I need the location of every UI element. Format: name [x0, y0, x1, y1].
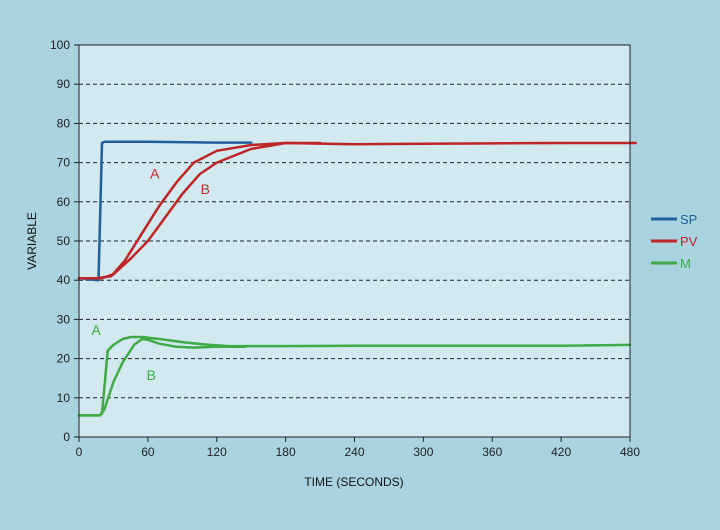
x-tick-label-60: 60	[141, 445, 155, 459]
x-tick-label-240: 240	[344, 445, 364, 459]
series-pv-b-line	[77, 141, 322, 280]
y-tick-label-0: 0	[63, 430, 70, 444]
tick-labels: 0 10 20 30 40 50 60 70 80 90 100 0 60 120 180 240 300 360…	[50, 38, 640, 459]
y-tick-label-100: 100	[50, 38, 70, 52]
legend-label-sp: SP	[680, 212, 697, 227]
y-tick-label-60: 60	[57, 195, 71, 209]
y-tick-label-50: 50	[57, 234, 71, 248]
x-tick-label-420: 420	[551, 445, 571, 459]
y-tick-label-10: 10	[57, 391, 71, 405]
series-pv-a-line	[77, 141, 637, 280]
series-m-b-line	[77, 337, 247, 417]
legend: SP PV M	[651, 212, 698, 271]
series-sp-line	[83, 140, 253, 282]
x-tick-label-0: 0	[76, 445, 83, 459]
x-tick-label-120: 120	[207, 445, 227, 459]
annotation-label-1: B	[201, 181, 210, 197]
x-tick-label-360: 360	[482, 445, 502, 459]
y-tick-label-30: 30	[57, 312, 71, 326]
series-m-a-line	[77, 335, 632, 417]
annotation-label-2: A	[92, 322, 102, 338]
y-axis-title: VARIABLE	[25, 212, 39, 270]
x-tick-label-300: 300	[413, 445, 433, 459]
series-group	[77, 140, 637, 417]
annotations-group: A B A B	[92, 165, 210, 383]
y-tick-label-20: 20	[57, 352, 71, 366]
annotation-label-3: B	[147, 367, 156, 383]
y-tick-label-70: 70	[57, 156, 71, 170]
x-tick-label-180: 180	[276, 445, 296, 459]
y-tick-label-90: 90	[57, 77, 71, 91]
legend-label-m: M	[680, 256, 691, 271]
legend-label-pv: PV	[680, 234, 698, 249]
y-tick-label-80: 80	[57, 116, 71, 130]
grid-lines	[79, 83, 630, 399]
x-tick-label-480: 480	[620, 445, 640, 459]
annotation-label-0: A	[150, 165, 160, 181]
y-tick-label-40: 40	[57, 273, 71, 287]
x-axis-title: TIME (SECONDS)	[304, 475, 403, 489]
